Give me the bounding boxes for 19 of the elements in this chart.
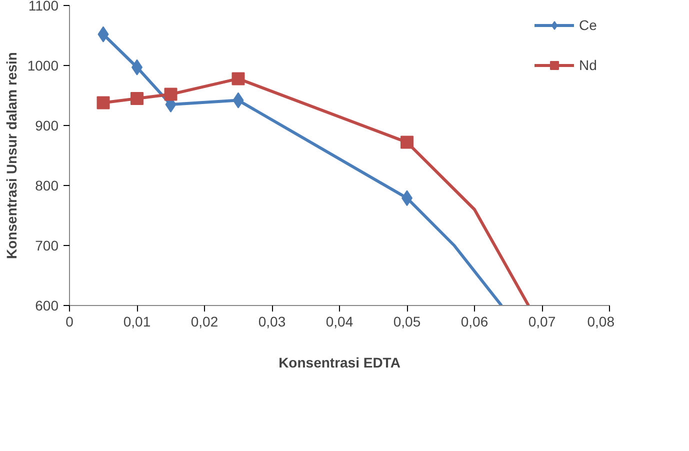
x-tick-label: 0,04 <box>326 314 354 330</box>
x-tick-label: 0,03 <box>258 314 286 330</box>
x-tick-label: 0,05 <box>393 314 421 330</box>
y-tick-label: 1100 <box>28 0 59 14</box>
x-tick-label: 0,01 <box>123 314 151 330</box>
legend-label: Ce <box>579 17 598 33</box>
y-tick-label: 800 <box>35 178 59 194</box>
x-tick-label: 0,02 <box>190 314 218 330</box>
y-tick-label: 600 <box>35 298 59 314</box>
y-axis-title: Konsentrasi Unsur dalam resin <box>3 52 20 259</box>
y-tick-label: 900 <box>35 118 59 134</box>
x-axis-title: Konsentrasi EDTA <box>278 354 400 370</box>
legend-label: Nd <box>579 57 598 73</box>
x-tick-label: 0,08 <box>587 314 615 330</box>
x-tick-label: 0 <box>66 314 74 330</box>
x-tick-label: 0,06 <box>460 314 488 330</box>
x-tick-label: 0,07 <box>528 314 556 330</box>
y-tick-label: 700 <box>35 238 59 254</box>
y-tick-label: 1000 <box>27 58 59 74</box>
